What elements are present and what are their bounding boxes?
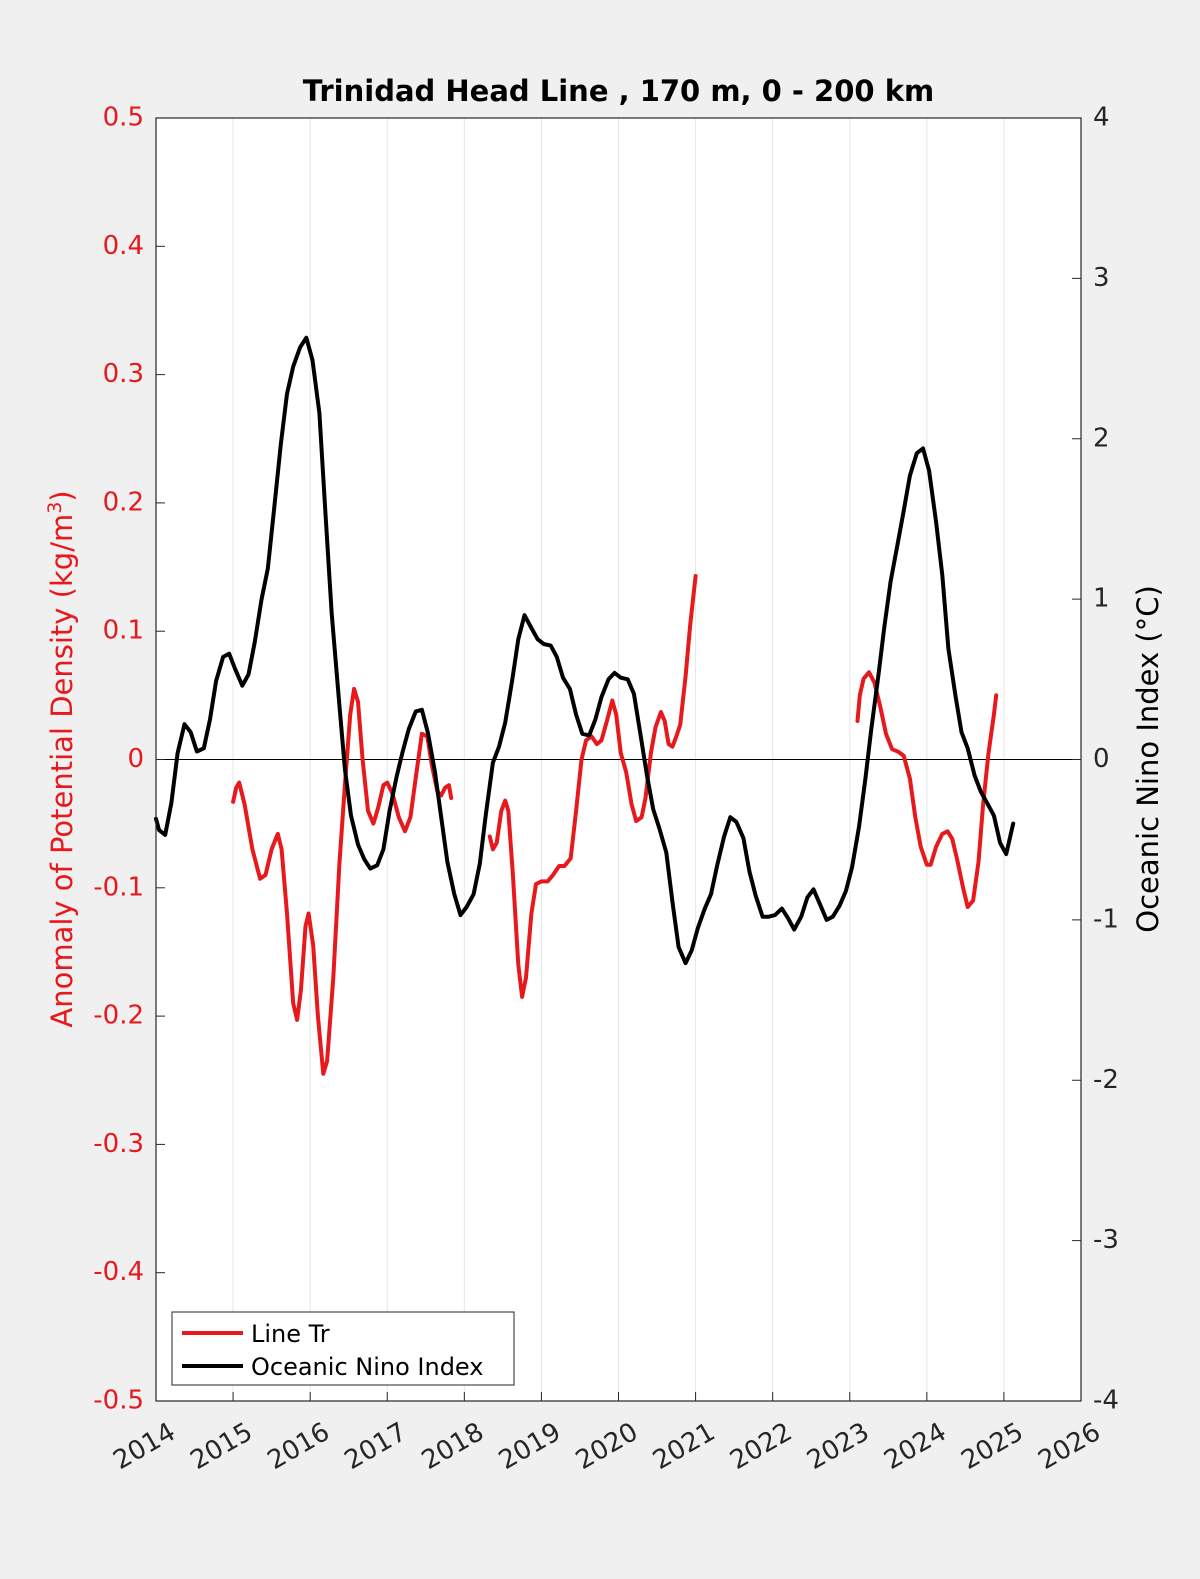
right-tick-label: -1	[1093, 904, 1119, 934]
legend-box	[171, 1311, 515, 1386]
right-tick-label: -2	[1093, 1065, 1119, 1095]
left-tick-label: 0.1	[103, 616, 144, 646]
left-tick-label: -0.5	[93, 1386, 144, 1416]
left-tick-label: -0.1	[93, 872, 144, 902]
left-tick-label: -0.2	[93, 1001, 144, 1031]
left-tick-label: 0.3	[103, 359, 144, 389]
left-tick-label: 0.5	[103, 103, 144, 133]
left-tick-label: 0.2	[103, 487, 144, 517]
left-tick-label: -0.4	[93, 1257, 144, 1287]
left-tick-label: 0.4	[103, 231, 144, 261]
left-tick-label: 0	[127, 744, 144, 774]
right-tick-label: 4	[1093, 103, 1110, 133]
legend-label-oni: Oceanic Nino Index	[251, 1353, 483, 1381]
left-tick-label: -0.3	[93, 1129, 144, 1159]
right-axis: 4 3 2 1 0 -1 -2 -3 -4	[1072, 103, 1119, 1416]
left-axis-label-main: Anomaly of Potential Density (kg/m	[45, 514, 79, 1028]
left-axis: 0.5 0.4 0.3 0.2 0.1 0 -0.1 -0.2 -0.3 -0.4 -0.5	[93, 103, 165, 1416]
series-layer	[154, 335, 1016, 1076]
left-axis-label-close: )	[45, 490, 79, 501]
left-axis-label-superscript: 3	[44, 502, 66, 514]
right-tick-label: 2	[1093, 423, 1110, 453]
left-axis-label: Anomaly of Potential Density (kg/m3)	[44, 490, 79, 1027]
series-line-oni-segment-0	[154, 335, 1016, 966]
right-tick-label: 3	[1093, 263, 1110, 293]
series-line-line-tr-segment-1	[487, 574, 698, 999]
legend: Line Tr Oceanic Nino Index	[171, 1311, 515, 1386]
chart-title: Trinidad Head Line , 170 m, 0 - 200 km	[303, 74, 934, 108]
legend-label-line-tr: Line Tr	[251, 1320, 330, 1348]
right-tick-label: -3	[1093, 1225, 1119, 1255]
right-axis-label: Oceanic Nino Index (°C)	[1131, 585, 1165, 933]
series-line-line-tr-segment-0	[231, 686, 454, 1076]
right-tick-label: -4	[1093, 1386, 1119, 1416]
right-tick-label: 1	[1093, 584, 1110, 614]
right-tick-label: 0	[1093, 744, 1110, 774]
